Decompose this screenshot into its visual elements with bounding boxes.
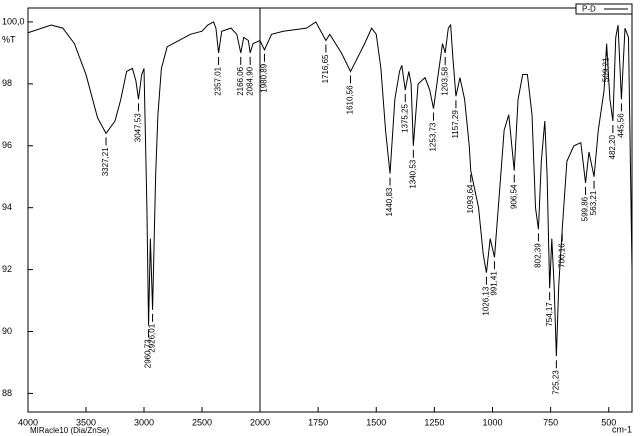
peak-label: 563,21	[589, 190, 598, 215]
x-tick-label: 3000	[134, 417, 154, 427]
peak-label: 482,20	[608, 134, 617, 159]
peak-label: 1157,29	[451, 110, 460, 139]
peak-label: 1716,65	[321, 54, 330, 83]
instrument-note: MIRacle10 (Dia/ZnSe)	[30, 426, 109, 435]
peak-label: 1026,13	[482, 286, 491, 315]
peak-label: 906,54	[509, 184, 518, 209]
peak-label: 1375,25	[400, 103, 409, 132]
peak-label: 445,56	[617, 113, 626, 138]
y-tick-label: 90	[2, 326, 12, 336]
y-tick-label: 100,0	[2, 16, 25, 26]
peak-label: 802,39	[534, 243, 543, 268]
y-tick-label: 88	[2, 388, 12, 398]
x-tick-label: 500	[601, 417, 616, 427]
x-tick-label: 1000	[482, 417, 502, 427]
peak-label: 2084,90	[245, 66, 254, 95]
peak-label: 2357,01	[214, 66, 223, 95]
x-tick-label: 4000	[18, 417, 38, 427]
peak-label: 1440,83	[385, 187, 394, 216]
peak-label: 3047,53	[134, 113, 143, 142]
y-tick-label: 94	[2, 202, 12, 212]
x-tick-label: 1750	[308, 417, 328, 427]
peak-label: 2166,06	[236, 66, 245, 95]
peak-label: 1610,56	[346, 85, 355, 114]
peak-label: 1340,53	[408, 159, 417, 188]
peak-label: 991,41	[490, 271, 499, 296]
x-tick-label: 1250	[424, 417, 444, 427]
peak-label: 1980,89	[260, 63, 269, 92]
peak-label: 754,17	[545, 302, 554, 327]
peak-label: 725,23	[551, 370, 560, 395]
peak-label: 1253,73	[429, 122, 438, 151]
peak-label: 1203,58	[440, 66, 449, 95]
spectrum-line	[27, 21, 633, 357]
x-tick-label: 2000	[250, 417, 270, 427]
x-tick-label: 750	[543, 417, 558, 427]
peak-label: 1093,64	[466, 184, 475, 213]
peak-label: 2960,73	[144, 339, 153, 368]
x-tick-label: 2500	[192, 417, 212, 427]
y-tick-label: 96	[2, 140, 12, 150]
x-tick-label: 1500	[366, 417, 386, 427]
x-tick-label: 3500	[76, 417, 96, 427]
peak-label: 2926,01	[148, 323, 157, 352]
peak-label: 599,86	[581, 196, 590, 221]
x-axis-label: cm-1	[612, 424, 632, 434]
peak-label: 700,16	[557, 243, 566, 268]
peak-label: 3327,21	[101, 147, 110, 176]
legend-label: P-D	[582, 5, 596, 14]
y-tick-label: 98	[2, 78, 12, 88]
plot-frame	[27, 7, 633, 413]
y-axis-label: %T	[2, 34, 16, 44]
peak-label: 509,21	[602, 57, 611, 82]
y-tick-label: 92	[2, 264, 12, 274]
